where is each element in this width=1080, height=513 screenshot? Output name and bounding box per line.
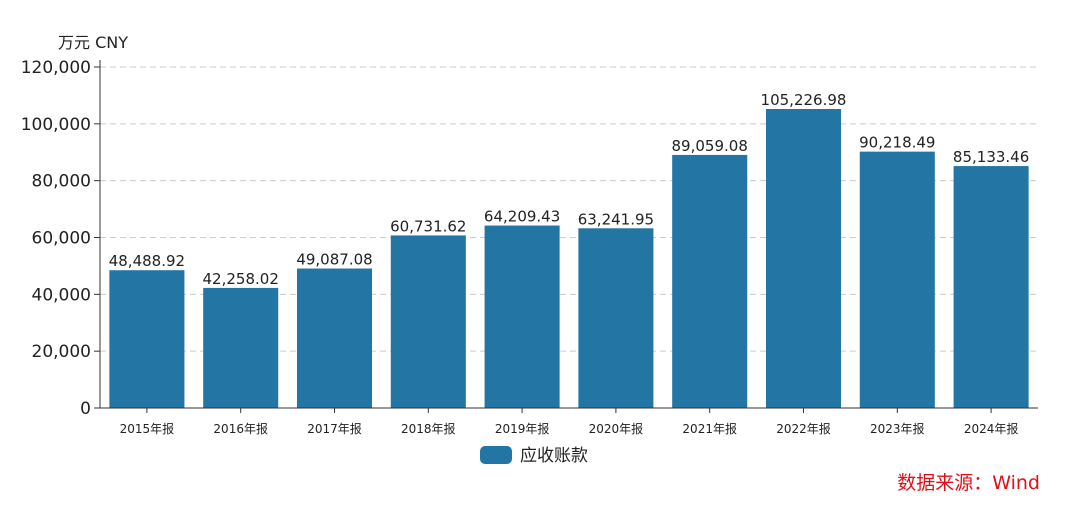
bar-2020年报[interactable] bbox=[578, 228, 654, 408]
x-tick-label: 2019年报 bbox=[495, 421, 550, 436]
legend-label-accounts-receivable[interactable]: 应收账款 bbox=[520, 446, 588, 466]
bar-2021年报[interactable] bbox=[672, 154, 748, 408]
data-label: 48,488.92 bbox=[109, 252, 185, 270]
x-tick-label: 2021年报 bbox=[682, 421, 737, 436]
y-tick-label: 40,000 bbox=[32, 285, 91, 305]
data-label: 90,218.49 bbox=[859, 134, 935, 152]
x-tick-label: 2023年报 bbox=[870, 421, 925, 436]
x-axis-ticks: 2015年报 2016年报 2017年报 2018年报 2019年报 2020年报 2021… bbox=[120, 408, 1019, 436]
x-tick-label: 2016年报 bbox=[213, 421, 268, 436]
x-tick-label: 2020年报 bbox=[589, 421, 644, 436]
data-label: 49,087.08 bbox=[296, 251, 372, 269]
data-label: 42,258.02 bbox=[203, 270, 279, 288]
y-tick-label: 100,000 bbox=[21, 115, 91, 135]
legend[interactable]: 应收账款 bbox=[480, 446, 588, 466]
x-tick-label: 2022年报 bbox=[776, 421, 831, 436]
x-tick-label: 2024年报 bbox=[964, 421, 1019, 436]
y-tick-label: 0 bbox=[80, 399, 91, 419]
bar-2016年报[interactable] bbox=[203, 287, 279, 408]
bar-2022年报[interactable] bbox=[765, 108, 842, 409]
data-labels: 48,488.92 42,258.02 49,087.08 60,731.62 64,2… bbox=[109, 91, 1030, 288]
data-label: 85,133.46 bbox=[953, 148, 1029, 166]
y-tick-label: 60,000 bbox=[32, 229, 91, 249]
y-tick-label: 20,000 bbox=[32, 342, 91, 362]
data-label: 64,209.43 bbox=[484, 208, 560, 226]
data-label: 60,731.62 bbox=[390, 217, 466, 235]
y-tick-label: 120,000 bbox=[21, 58, 91, 78]
bar-2024年报[interactable] bbox=[953, 166, 1029, 408]
bars bbox=[109, 108, 1029, 409]
x-tick-label: 2017年报 bbox=[307, 421, 362, 436]
bar-2019年报[interactable] bbox=[484, 225, 560, 408]
data-label: 63,241.95 bbox=[578, 210, 654, 228]
y-axis-ticks: 0 20,000 40,000 60,000 80,000 100,000 120,000 bbox=[21, 58, 100, 419]
bar-2023年报[interactable] bbox=[859, 151, 935, 408]
bar-2018年报[interactable] bbox=[390, 235, 466, 408]
y-unit-label: 万元 CNY bbox=[58, 33, 128, 52]
source-note: 数据来源：Wind bbox=[897, 472, 1040, 494]
data-label: 89,059.08 bbox=[672, 137, 748, 155]
y-tick-label: 80,000 bbox=[32, 172, 91, 192]
bar-2017年报[interactable] bbox=[296, 268, 373, 408]
data-label: 105,226.98 bbox=[761, 91, 847, 109]
x-tick-label: 2015年报 bbox=[120, 421, 175, 436]
x-tick-label: 2018年报 bbox=[401, 421, 456, 436]
legend-swatch-accounts-receivable[interactable] bbox=[480, 446, 512, 464]
bar-2015年报[interactable] bbox=[109, 270, 185, 408]
